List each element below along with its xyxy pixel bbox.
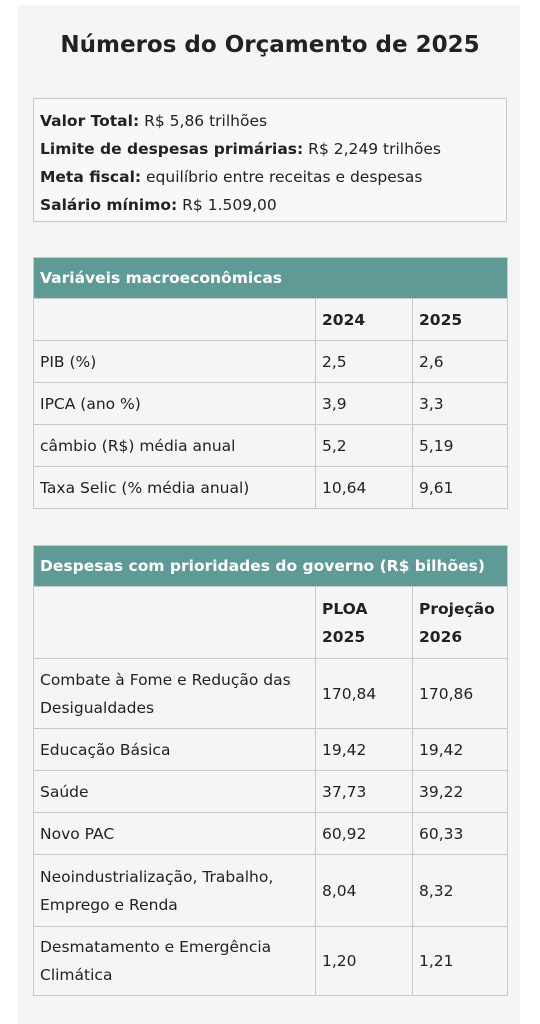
column-header — [33, 298, 316, 341]
table-caption: Despesas com prioridades do governo (R$ … — [33, 545, 508, 586]
value-cell: 9,61 — [412, 466, 508, 509]
summary-line: Salário mínimo: R$ 1.509,00 — [40, 191, 500, 219]
value-cell: 3,9 — [315, 382, 413, 425]
table-row: IPCA (ano %) 3,9 3,3 — [33, 382, 508, 425]
value-cell: 5,2 — [315, 424, 413, 467]
value-cell: 60,92 — [315, 812, 413, 855]
title: Números do Orçamento de 2025 — [60, 32, 480, 58]
value-cell: 2,6 — [412, 340, 508, 383]
summary-label: Salário mínimo: — [40, 196, 178, 214]
column-header: 2025 — [412, 298, 508, 341]
row-label: IPCA (ano %) — [33, 382, 316, 425]
row-label: Educação Básica — [33, 728, 316, 771]
row-label: Neoindustrialização, Trabalho, Emprego e… — [33, 854, 316, 927]
summary-value: R$ 2,249 trilhões — [308, 140, 442, 158]
value-cell: 37,73 — [315, 770, 413, 813]
summary-label: Meta fiscal: — [40, 168, 142, 186]
row-label: Novo PAC — [33, 812, 316, 855]
table-caption: Variáveis macroeconômicas — [33, 257, 508, 298]
table-row: Saúde 37,73 39,22 — [33, 770, 508, 813]
table-row: Neoindustrialização, Trabalho, Emprego e… — [33, 854, 508, 927]
summary-line: Meta fiscal: equilíbrio entre receitas e… — [40, 163, 500, 191]
value-cell: 1,20 — [315, 926, 413, 996]
row-label: Taxa Selic (% média anual) — [33, 466, 316, 509]
value-cell: 1,21 — [412, 926, 508, 996]
value-cell: 19,42 — [315, 728, 413, 771]
data-table: Despesas com prioridades do governo (R$ … — [33, 545, 508, 996]
value-cell: 10,64 — [315, 466, 413, 509]
summary-label: Valor Total: — [40, 112, 140, 130]
summary-value: R$ 5,86 trilhões — [144, 112, 268, 130]
row-label: Saúde — [33, 770, 316, 813]
row-label: Combate à Fome e Redução das Desigualdad… — [33, 658, 316, 729]
row-label: câmbio (R$) média anual — [33, 424, 316, 467]
data-table: Variáveis macroeconômicas 2024 2025 PIB (%)… — [33, 257, 508, 509]
summary-line: Limite de despesas primárias: R$ 2,249 t… — [40, 135, 500, 163]
table-row: PIB (%) 2,5 2,6 — [33, 340, 508, 383]
summary-box: Valor Total: R$ 5,86 trilhões Limite de d… — [33, 98, 507, 222]
table-row: Desmatamento e Emergência Climática 1,20 1… — [33, 926, 508, 996]
value-cell: 8,04 — [315, 854, 413, 927]
header-row: 2024 2025 — [33, 298, 508, 341]
column-header: 2024 — [315, 298, 413, 341]
column-header — [33, 586, 316, 659]
table-row: Educação Básica 19,42 19,42 — [33, 728, 508, 771]
summary-line: Valor Total: R$ 5,86 trilhões — [40, 107, 500, 135]
summary-label: Limite de despesas primárias: — [40, 140, 304, 158]
table-row: Taxa Selic (% média anual) 10,64 9,61 — [33, 466, 508, 509]
value-cell: 2,5 — [315, 340, 413, 383]
value-cell: 170,84 — [315, 658, 413, 729]
value-cell: 5,19 — [412, 424, 508, 467]
value-cell: 8,32 — [412, 854, 508, 927]
row-label: Desmatamento e Emergência Climática — [33, 926, 316, 996]
column-header: Projeção 2026 — [412, 586, 508, 659]
summary-value: equilíbrio entre receitas e despesas — [146, 168, 423, 186]
table-row: Combate à Fome e Redução das Desigualdad… — [33, 658, 508, 729]
table-row: Novo PAC 60,92 60,33 — [33, 812, 508, 855]
value-cell: 19,42 — [412, 728, 508, 771]
table-row: câmbio (R$) média anual 5,2 5,19 — [33, 424, 508, 467]
header-row: PLOA 2025 Projeção 2026 — [33, 586, 508, 659]
summary-value: R$ 1.509,00 — [182, 196, 277, 214]
column-header: PLOA 2025 — [315, 586, 413, 659]
value-cell: 3,3 — [412, 382, 508, 425]
value-cell: 60,33 — [412, 812, 508, 855]
value-cell: 39,22 — [412, 770, 508, 813]
row-label: PIB (%) — [33, 340, 316, 383]
value-cell: 170,86 — [412, 658, 508, 729]
